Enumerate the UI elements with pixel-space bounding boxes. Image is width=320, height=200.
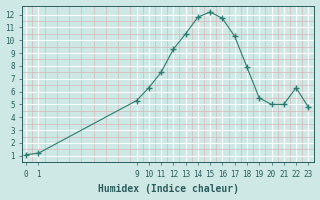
X-axis label: Humidex (Indice chaleur): Humidex (Indice chaleur): [98, 184, 239, 194]
